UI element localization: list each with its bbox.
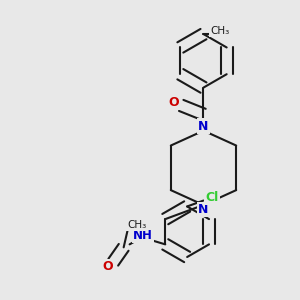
Text: O: O xyxy=(169,96,179,109)
Text: Cl: Cl xyxy=(206,191,219,204)
Text: N: N xyxy=(198,120,209,133)
Text: NH: NH xyxy=(133,229,153,242)
Text: O: O xyxy=(102,260,112,273)
Text: CH₃: CH₃ xyxy=(210,26,230,36)
Text: N: N xyxy=(198,203,209,216)
Text: CH₃: CH₃ xyxy=(128,220,147,230)
